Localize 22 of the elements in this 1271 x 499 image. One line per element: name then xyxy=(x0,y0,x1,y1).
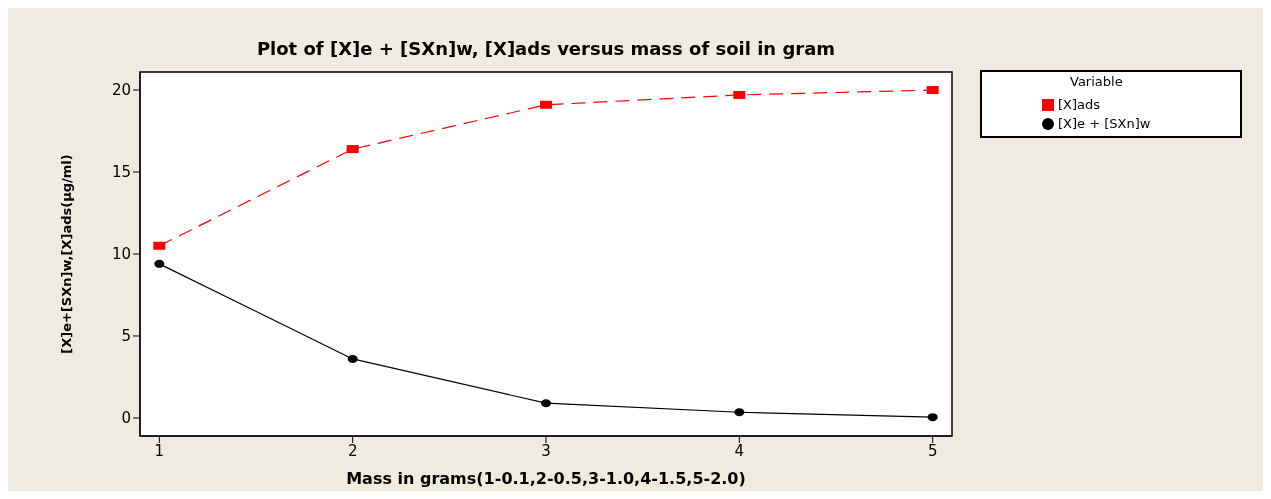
x-tick-label: 4 xyxy=(734,441,745,460)
point xyxy=(734,408,745,417)
x-axis-title: Mass in grams(1-0.1,2-0.5,3-1.0,4-1.5,5-2.0) xyxy=(346,469,746,488)
legend-label: [X]e + [SXn]w xyxy=(1058,116,1151,131)
point xyxy=(154,259,165,268)
y-tick-label: 15 xyxy=(111,163,131,182)
point xyxy=(927,413,938,422)
legend-label: [X]ads xyxy=(1058,97,1101,112)
x-tick-label: 1 xyxy=(154,441,165,460)
y-tick-label: 20 xyxy=(111,81,131,100)
x-tick-label: 2 xyxy=(347,441,358,460)
chart-title: Plot of [X]e + [SXn]w, [X]ads versus mass of soil in gram xyxy=(255,38,837,59)
x-tick-label: 3 xyxy=(541,441,551,460)
point xyxy=(347,354,358,363)
point xyxy=(540,100,552,109)
legend-title: Variable xyxy=(1070,74,1123,89)
y-axis-title: [X]e+[SXn]w,[X]ads(µg/ml) xyxy=(58,154,74,354)
y-tick-label: 0 xyxy=(121,409,131,428)
x-tick-label: 5 xyxy=(927,441,938,460)
y-tick-label: 5 xyxy=(121,327,131,346)
y-tick-label: 10 xyxy=(111,245,131,264)
point xyxy=(541,399,551,408)
